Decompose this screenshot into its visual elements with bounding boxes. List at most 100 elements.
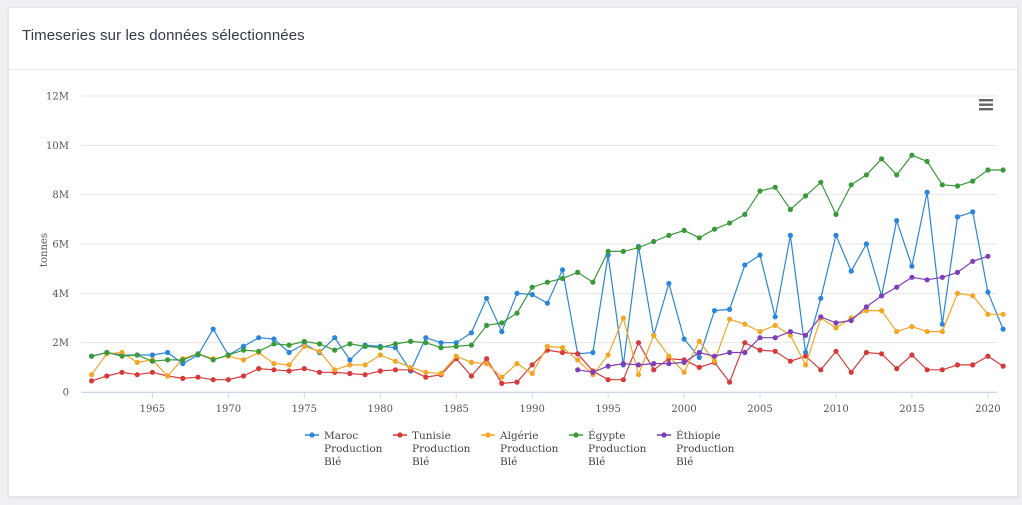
data-point [149, 358, 155, 364]
data-point [134, 372, 140, 378]
data-point [499, 329, 505, 335]
data-point [681, 227, 687, 233]
data-point [651, 332, 657, 338]
data-point [879, 156, 885, 162]
data-point [301, 343, 307, 349]
data-point [635, 372, 642, 378]
data-point [484, 322, 490, 328]
data-point [787, 206, 794, 213]
data-point [529, 292, 535, 298]
data-point [392, 345, 398, 351]
data-point [970, 209, 976, 215]
data-point [635, 362, 642, 368]
data-point [620, 361, 626, 367]
data-point [711, 353, 718, 359]
data-point [924, 329, 930, 335]
x-tick-label: 2005 [747, 404, 772, 415]
data-point [499, 320, 505, 326]
data-point [651, 367, 657, 373]
data-point [119, 349, 125, 356]
data-point [575, 357, 581, 363]
data-point [863, 241, 870, 247]
legend-label: Production [324, 443, 383, 455]
hamburger-menu-icon [979, 99, 993, 111]
data-point [909, 152, 915, 158]
chart-menu-button[interactable] [975, 95, 997, 115]
data-point [362, 372, 368, 378]
data-point [180, 375, 186, 381]
data-point [772, 322, 778, 328]
legend-marker [485, 432, 491, 438]
data-point [848, 369, 854, 375]
data-point [970, 362, 976, 368]
data-point [286, 342, 292, 348]
data-point [347, 357, 353, 363]
data-point [362, 343, 368, 349]
data-point [408, 338, 414, 344]
data-point [575, 351, 581, 357]
x-tick-label: 2010 [823, 404, 848, 415]
data-point [119, 353, 125, 359]
data-point [423, 340, 429, 346]
data-point [727, 379, 733, 385]
data-point [408, 364, 414, 370]
data-point [468, 359, 474, 365]
data-point [696, 349, 702, 356]
series-4 [575, 253, 991, 375]
data-point [438, 370, 444, 377]
data-point [605, 363, 611, 369]
legend-label: Blé [676, 456, 693, 468]
data-point [453, 340, 459, 346]
data-point [590, 279, 596, 285]
legend-label: Blé [412, 456, 429, 468]
legend-label: Production [676, 443, 735, 455]
data-point [666, 361, 672, 367]
data-point [575, 269, 581, 275]
data-point [514, 361, 520, 367]
data-point [165, 349, 171, 356]
data-point [635, 340, 642, 346]
line-chart: 0 2M 4M 6M 8M 10M 12M 1965 1970 1975 1980 1985 1990 1… [39, 92, 1006, 468]
data-point [605, 352, 611, 358]
data-point [894, 284, 900, 290]
data-point [681, 369, 687, 375]
data-point [271, 336, 277, 342]
data-point [544, 279, 551, 285]
legend-marker [661, 432, 667, 438]
card-title: Timeseries sur les données sélectionnées [22, 27, 305, 44]
data-point [985, 289, 991, 295]
legend-label: Algérie [499, 430, 538, 442]
data-point [332, 335, 338, 341]
data-point [757, 347, 763, 353]
data-point [742, 349, 748, 356]
data-point [924, 277, 930, 283]
data-point [438, 345, 444, 351]
data-point [863, 172, 870, 178]
data-point [742, 321, 748, 327]
legend-marker [309, 432, 315, 438]
grid [81, 95, 997, 393]
data-point [696, 364, 702, 370]
data-point [939, 367, 945, 373]
data-point [666, 280, 672, 287]
y-tick-label: 8M [52, 190, 69, 201]
data-point [605, 248, 611, 254]
data-point [985, 167, 991, 173]
data-point [954, 269, 961, 275]
data-point [210, 377, 216, 383]
data-point [666, 353, 672, 359]
data-point [484, 361, 490, 367]
data-point [195, 374, 201, 380]
data-point [696, 235, 702, 241]
data-point [742, 211, 748, 217]
data-point [742, 340, 748, 346]
data-point [727, 316, 733, 322]
data-point [848, 182, 854, 188]
data-point [590, 349, 596, 356]
